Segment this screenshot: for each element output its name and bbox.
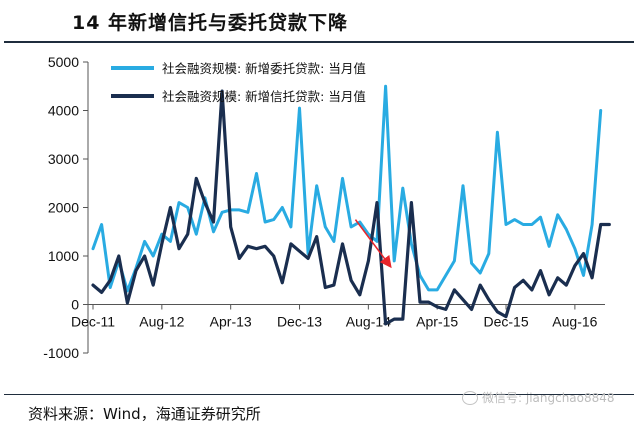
y-tick-label: 4000 — [48, 103, 79, 119]
y-tick-label: 2000 — [48, 200, 79, 216]
series-line-trust-loans — [91, 89, 611, 326]
x-tick-label: Dec-11 — [71, 314, 115, 330]
series-line-entrusted-loans — [91, 84, 603, 293]
x-tick-label: Aug-12 — [139, 314, 184, 330]
y-tick-label: 5000 — [48, 54, 79, 70]
annotation-arrow — [354, 219, 392, 269]
x-tick-label: Dec-15 — [483, 314, 528, 330]
source-divider — [4, 394, 634, 395]
x-tick-label: Apr-15 — [416, 314, 458, 330]
watermark-text: 微信号: jiangchao8848 — [482, 391, 615, 405]
x-tick-label: Aug-16 — [552, 314, 597, 330]
y-tick-label: -1000 — [43, 345, 79, 361]
x-tick-label: Apr-13 — [210, 314, 252, 330]
line-chart: -1000 0 1000 2000 3000 4000 5000 Dec-11 Aug-12 Ap… — [43, 54, 611, 361]
x-tick-label: Dec-13 — [277, 314, 322, 330]
legend-label: 社会融资规模: 新增信托贷款: 当月值 — [162, 89, 366, 104]
title-divider — [4, 41, 634, 43]
legend-label: 社会融资规模: 新增委托贷款: 当月值 — [162, 61, 366, 76]
chart-title: 14 年新增信托与委托贷款下降 — [72, 12, 349, 34]
y-tick-label: 3000 — [48, 151, 79, 167]
title-bar: 14 年新增信托与委托贷款下降 — [0, 0, 640, 40]
y-tick-label: 1000 — [48, 248, 79, 264]
chart-area: -1000 0 1000 2000 3000 4000 5000 Dec-11 Aug-12 Ap… — [0, 44, 640, 390]
y-tick-label: 0 — [71, 297, 79, 313]
source-note: 资料来源：Wind，海通证券研究所 — [28, 405, 261, 423]
wechat-icon — [462, 390, 478, 405]
x-tick-label: Aug-14 — [346, 314, 391, 330]
wechat-watermark: 微信号: jiangchao8848 — [462, 389, 615, 406]
